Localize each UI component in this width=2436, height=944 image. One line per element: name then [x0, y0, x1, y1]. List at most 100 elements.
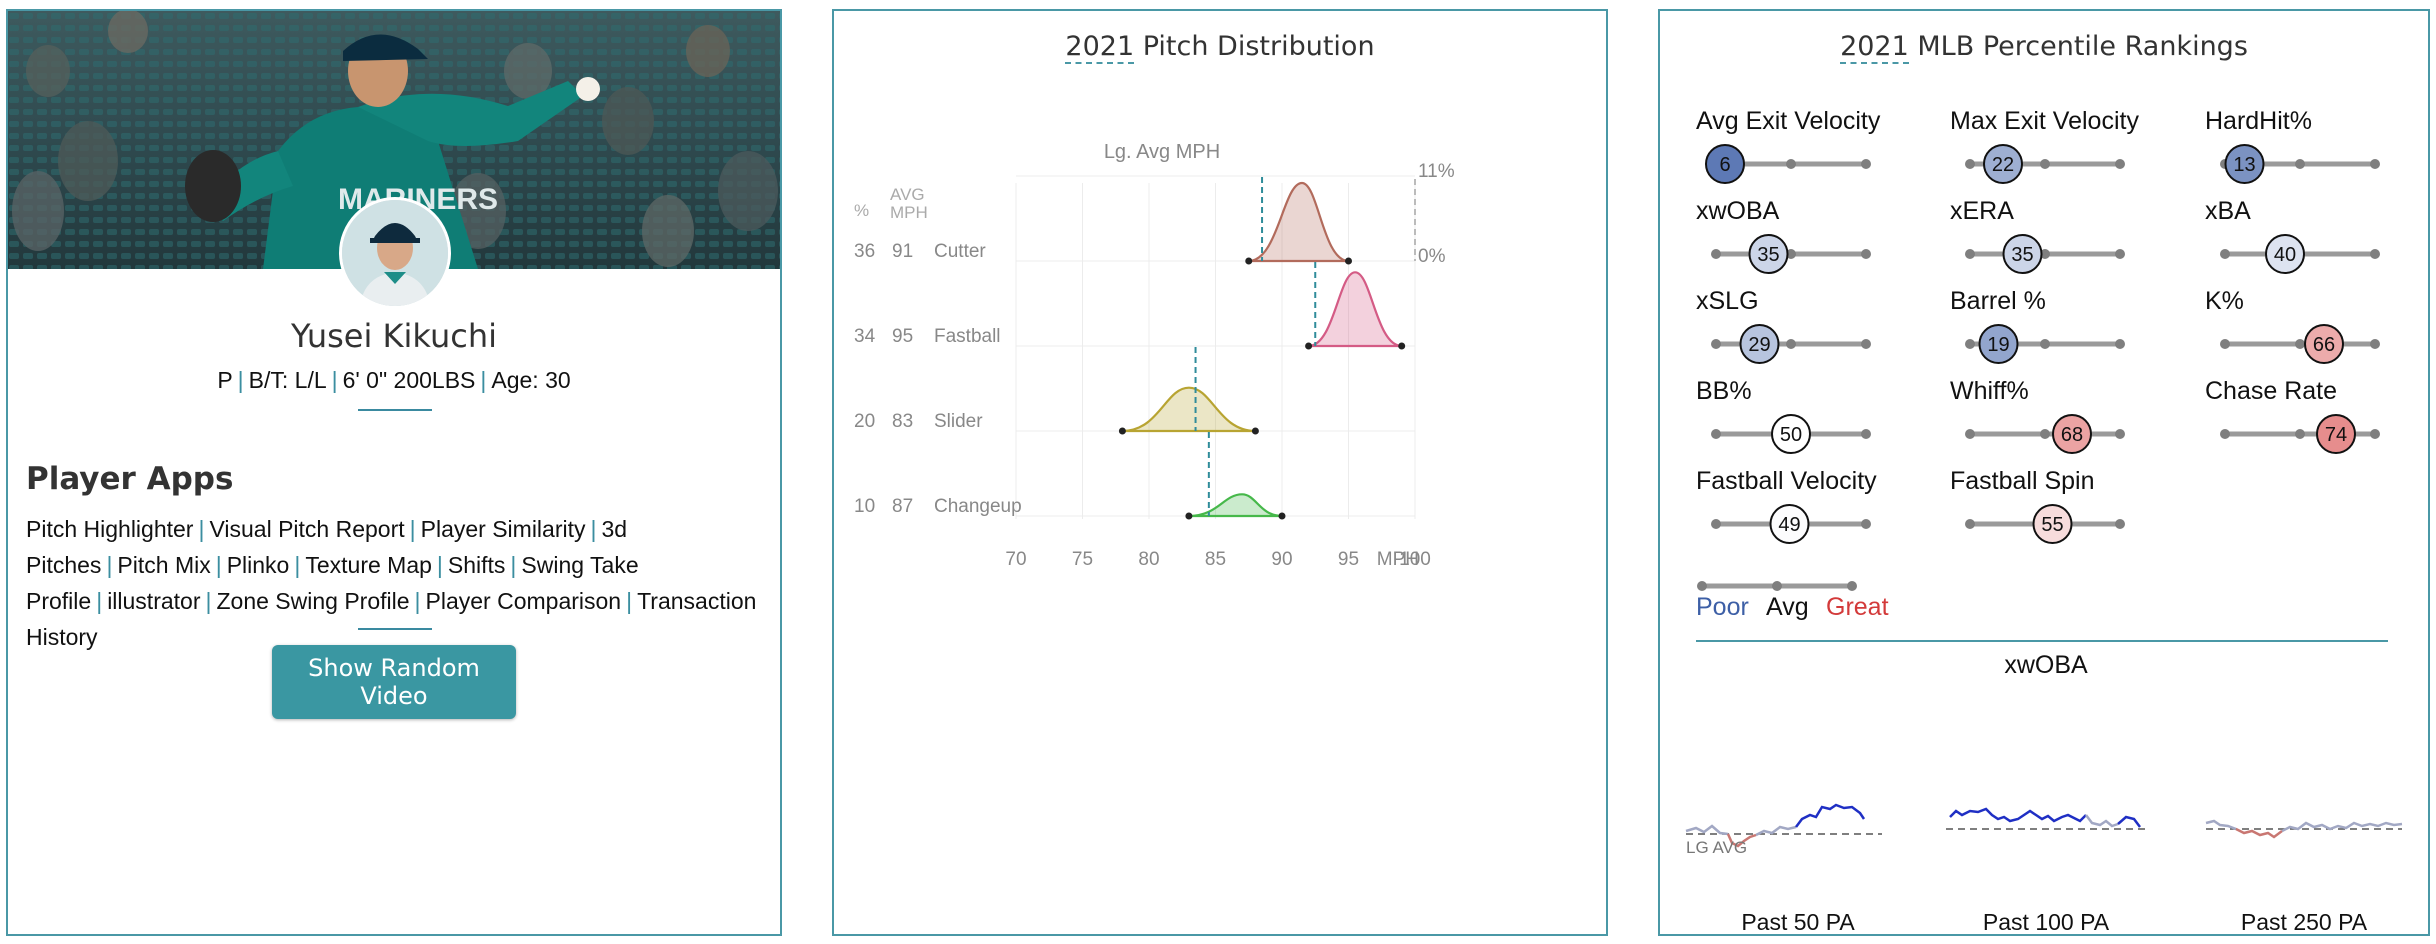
percentile-value: 22: [1992, 154, 2014, 176]
percentile-bubble: [2052, 414, 2092, 454]
pitch-row-changeup[interactable]: 10 87 Changeup: [854, 432, 1286, 520]
player-apps-links: Pitch Highlighter | Visual Pitch Report | Pl…: [26, 511, 766, 655]
percentile-slider[interactable]: 29: [1696, 319, 1896, 369]
percentile-slider[interactable]: 55: [1950, 499, 2150, 549]
max-speed-dot: [1278, 512, 1286, 520]
percentile-bubble: [1748, 234, 1789, 274]
app-link[interactable]: Player Similarity: [420, 516, 586, 542]
player-panel: MARINERS Yusei Kikuchi P | B/T: L/L | 6' 0" …: [6, 9, 782, 936]
percentile-slider[interactable]: 35: [1696, 229, 1896, 279]
show-random-video-button[interactable]: Show Random Video: [272, 645, 516, 719]
metric-name: K%: [2205, 287, 2244, 315]
app-link[interactable]: Pitch Mix: [117, 552, 211, 578]
percentile-bubble: [2316, 414, 2356, 454]
percentile-slider[interactable]: 50: [1696, 409, 1896, 459]
percentile-bubble: [1739, 324, 1780, 364]
percentile-slider[interactable]: 66: [2205, 319, 2405, 369]
min-speed-dot: [1245, 257, 1253, 265]
header-mph: MPH: [890, 203, 928, 222]
app-link[interactable]: Player Comparison: [425, 588, 622, 614]
lg-avg-label: LG AVG: [1686, 838, 1747, 857]
lg-avg-label: Lg. Avg MPH: [1104, 141, 1220, 163]
pitch-pct: 10: [854, 496, 875, 517]
percentile-bubble: [1771, 414, 1811, 454]
app-link[interactable]: Zone Swing Profile: [216, 588, 410, 614]
app-link[interactable]: Transaction History: [26, 588, 757, 650]
metric-name: xSLG: [1696, 287, 1759, 315]
pitch-density-curve: [1308, 271, 1402, 348]
percentile-bubble: [2002, 234, 2043, 274]
min-speed-dot: [1185, 512, 1193, 520]
player-height-weight: 6' 0" 200LBS: [342, 367, 476, 393]
percentile-slider[interactable]: 13: [2205, 139, 2405, 189]
app-link[interactable]: Swing Take Profile: [26, 552, 639, 614]
link-separator: |: [198, 516, 205, 542]
player-position: P: [217, 367, 233, 393]
percentile-slider[interactable]: 19: [1950, 319, 2150, 369]
pitch-avg-mph: 95: [892, 326, 913, 347]
app-link[interactable]: Texture Map: [305, 552, 432, 578]
link-separator: |: [414, 588, 421, 614]
link-separator: |: [106, 552, 113, 578]
percentile-value: 13: [2233, 154, 2255, 176]
percentile-slider[interactable]: 35: [1950, 229, 2150, 279]
max-speed-dot: [1398, 342, 1406, 350]
pitch-density-curve: [1122, 386, 1256, 433]
app-link[interactable]: Plinko: [226, 552, 290, 578]
min-speed-dot: [1118, 427, 1126, 435]
pitch-distribution-chart: % AVG MPH Lg. Avg MPH 11% 0% 36 91 Cutter3…: [854, 141, 1455, 570]
percentile-value: 66: [2313, 334, 2335, 356]
divider: [1696, 640, 2388, 642]
link-separator: |: [409, 516, 416, 542]
pitch-avg-mph: 87: [892, 496, 913, 517]
metric-name: xwOBA: [1696, 197, 1780, 225]
x-tick-label: 75: [1072, 549, 1093, 570]
percentile-value: 35: [2011, 244, 2033, 266]
percentile-value: 19: [1987, 334, 2009, 356]
percentile-rankings-panel: 2021 MLB Percentile Rankings Avg Exit Ve…: [1658, 9, 2430, 936]
percentile-slider[interactable]: 6: [1696, 139, 1896, 189]
density-zero-label: 0%: [1418, 246, 1446, 267]
title-year[interactable]: 2021: [1840, 31, 1909, 64]
percentile-bubble: [1705, 144, 1745, 184]
pitch-row-cutter[interactable]: 36 91 Cutter: [854, 177, 1352, 265]
app-link[interactable]: Pitch Highlighter: [26, 516, 194, 542]
density-max-label: 11%: [1418, 161, 1455, 182]
metric-name: Whiff%: [1950, 377, 2029, 405]
title-year[interactable]: 2021: [1065, 31, 1135, 64]
pitch-row-slider[interactable]: 20 83 Slider: [854, 347, 1259, 435]
percentile-value: 50: [1780, 424, 1802, 446]
percentile-bubble: [1983, 144, 2023, 184]
player-avatar: [339, 197, 451, 309]
metric-name: Chase Rate: [2205, 377, 2338, 405]
percentile-slider[interactable]: 22: [1950, 139, 2150, 189]
x-unit-label: MPH: [1377, 549, 1419, 570]
percentile-slider[interactable]: 74: [2205, 409, 2405, 459]
header-pct: %: [854, 201, 869, 220]
link-separator: |: [294, 552, 301, 578]
percentile-value: 40: [2274, 244, 2296, 266]
pitch-row-fastball[interactable]: 34 95 Fastball: [854, 262, 1406, 350]
sparkline-50pa: LG AVG: [1685, 803, 1882, 857]
metric-name: Fastball Velocity: [1696, 467, 1877, 495]
pitch-pct: 20: [854, 411, 875, 432]
percentile-slider[interactable]: 49: [1696, 499, 1896, 549]
app-link[interactable]: 3d Pitches: [26, 516, 628, 578]
player-apps-title: Player Apps: [26, 461, 234, 497]
pitch-avg-mph: 83: [892, 411, 913, 432]
app-link[interactable]: Visual Pitch Report: [209, 516, 405, 542]
link-separator: |: [626, 588, 633, 614]
percentile-slider[interactable]: 68: [1950, 409, 2150, 459]
x-tick-label: 80: [1138, 549, 1159, 570]
percentile-value: 49: [1778, 514, 1800, 536]
title-text: MLB Percentile Rankings: [1908, 31, 2248, 62]
link-separator: |: [205, 588, 212, 614]
legend-poor: Poor: [1696, 593, 1749, 621]
app-link[interactable]: illustrator: [107, 588, 201, 614]
divider: [358, 409, 432, 411]
app-link[interactable]: Shifts: [447, 552, 506, 578]
pitch-density-curve: [1188, 493, 1283, 518]
percentile-slider[interactable]: 40: [2205, 229, 2405, 279]
percentile-bubble: [2265, 234, 2305, 274]
x-tick-label: 90: [1271, 549, 1292, 570]
